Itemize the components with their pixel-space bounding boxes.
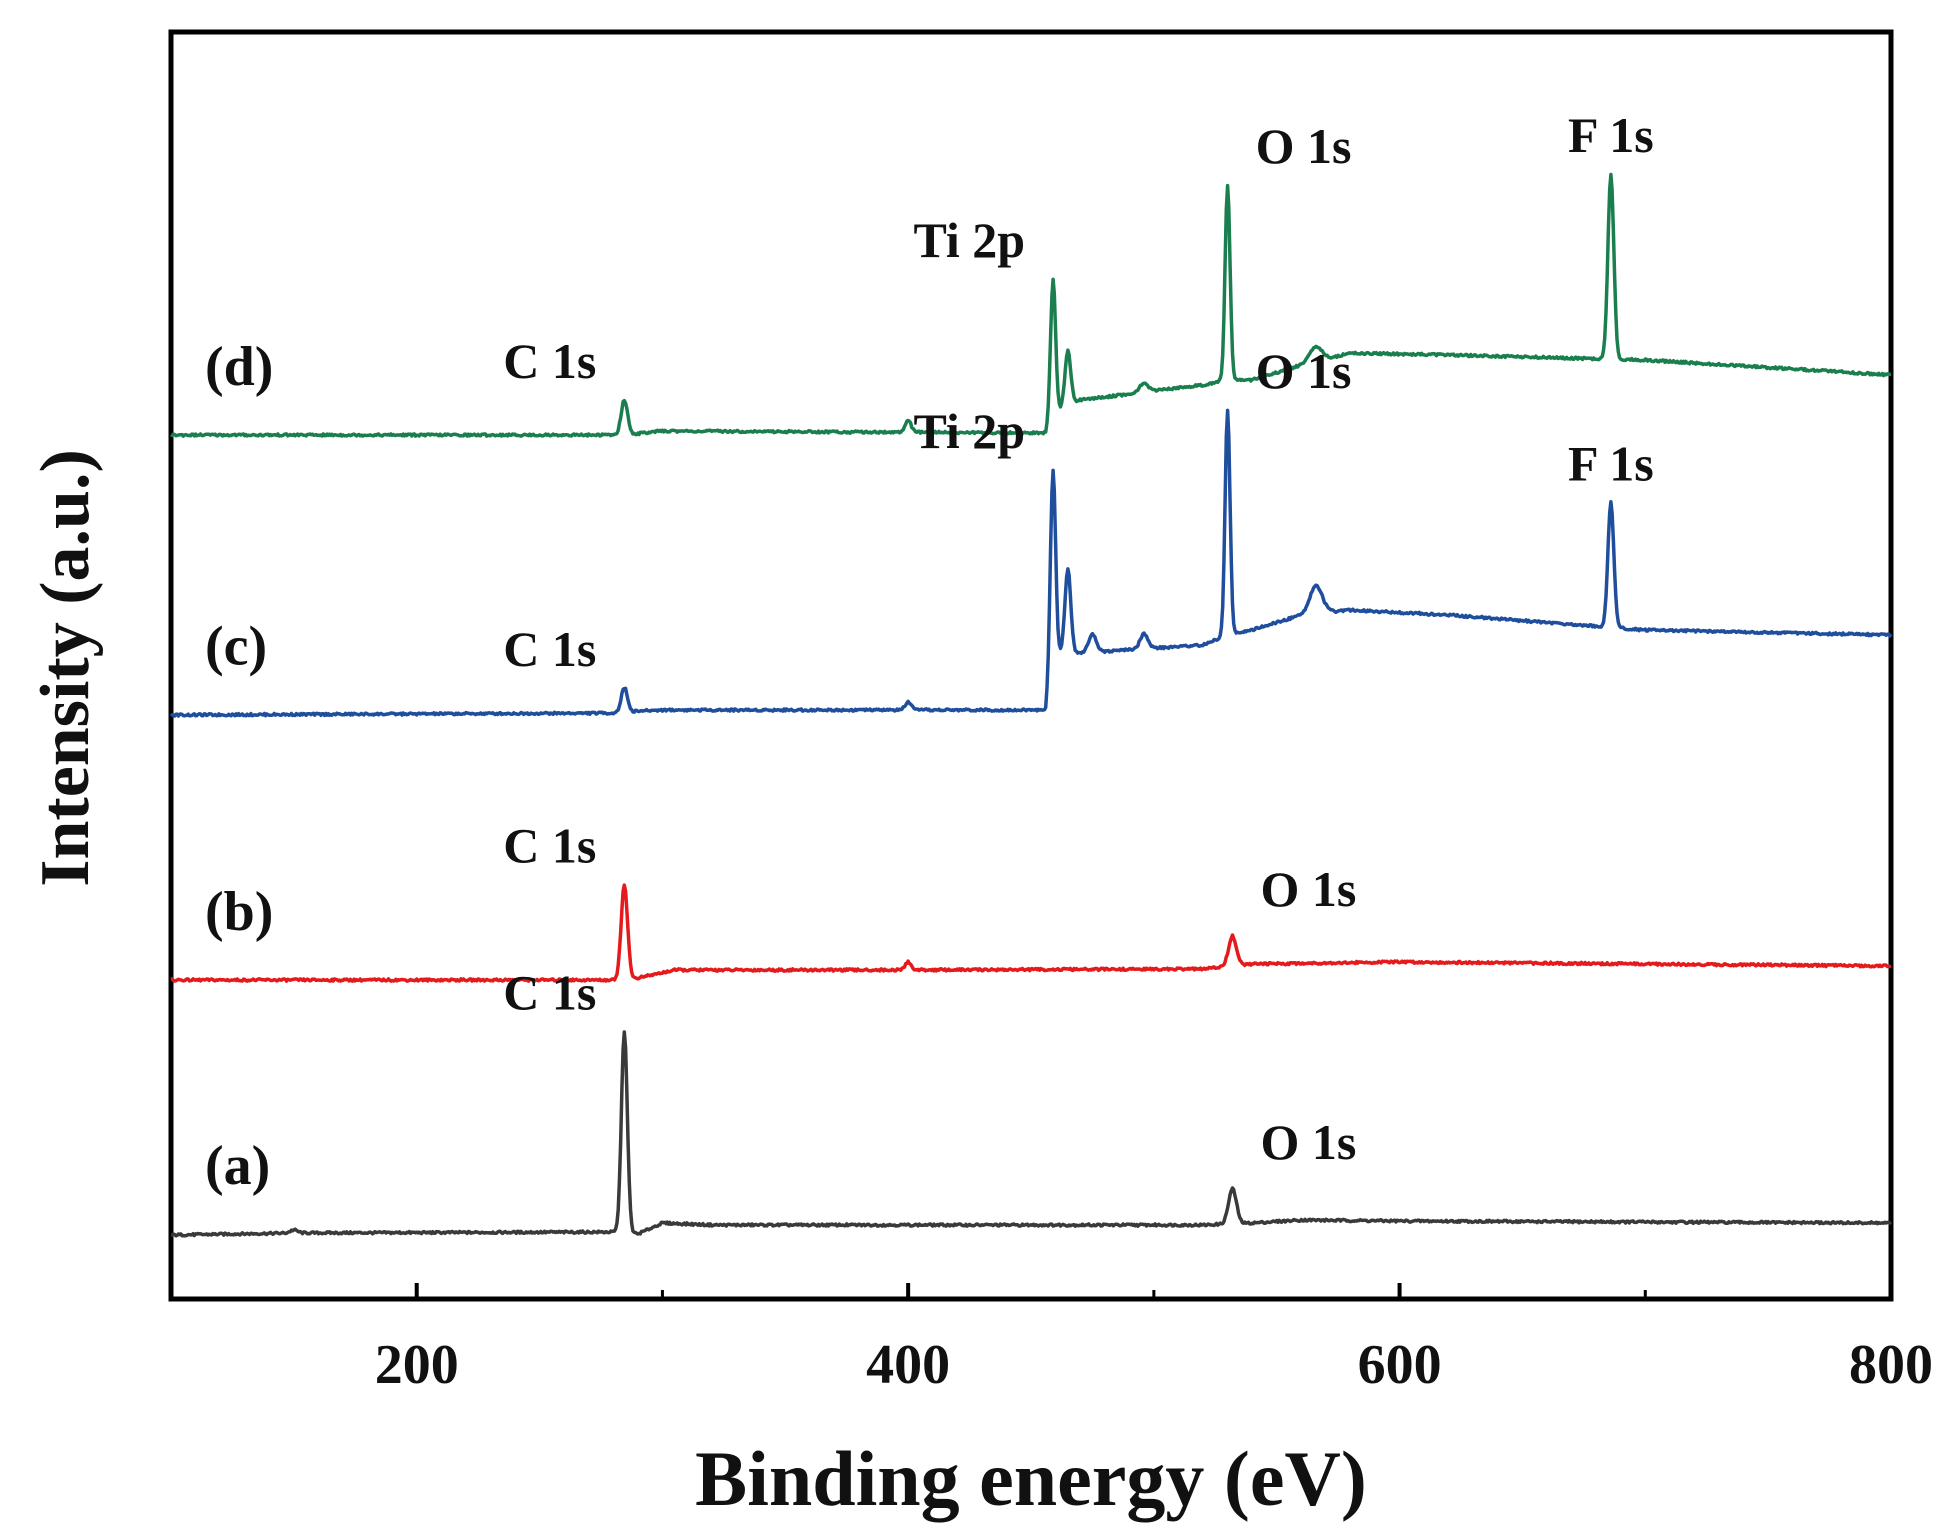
peak-label-1-2: O 1s [1260,861,1356,917]
x-tick-label-800: 800 [1849,1334,1933,1396]
series-name-labels: (a) (b) (c) (d) [205,336,273,1197]
x-axis-tick-labels: 200 400 600 800 [375,1334,1933,1396]
peak-label-2-0: C 1s [503,621,596,677]
x-tick-label-600: 600 [1358,1334,1442,1396]
y-axis-title: Intensity (a.u.) [27,449,104,887]
peak-label-3-2: Ti 2p [913,212,1025,268]
peak-label-2-2: Ti 2p [913,403,1025,459]
peak-label-3-0: C 1s [503,333,596,389]
series-name-0: (a) [205,1135,270,1197]
x-tick-label-400: 400 [866,1334,950,1396]
x-tick-label-200: 200 [375,1334,459,1396]
peak-label-1-0: C 1s [503,817,596,873]
series-name-1: (b) [205,881,273,943]
series-line-0 [170,1030,1892,1238]
peak-label-3-7: F 1s [1568,107,1654,163]
peak-label-2-8: F 1s [1568,435,1654,491]
series-line-2 [169,408,1893,718]
series-line-3 [169,172,1892,438]
peak-label-2-6: O 1s [1256,343,1352,399]
series-name-2: (c) [205,616,267,678]
peak-label-3-5: O 1s [1256,118,1352,174]
series-name-3: (d) [205,336,273,398]
peak-label-0-0: C 1s [503,964,596,1020]
peak-labels: C 1s O 1s C 1s O 1s C 1s Ti 2p O 1s F 1s C 1s Ti … [503,107,1653,1170]
x-axis-title: Binding energy (eV) [695,1435,1367,1522]
series-line-1 [170,883,1892,983]
peak-label-0-2: O 1s [1260,1114,1356,1170]
x-axis-ticks [169,1283,1893,1299]
plot-frame [168,29,1894,1302]
series-lines [169,172,1893,1238]
